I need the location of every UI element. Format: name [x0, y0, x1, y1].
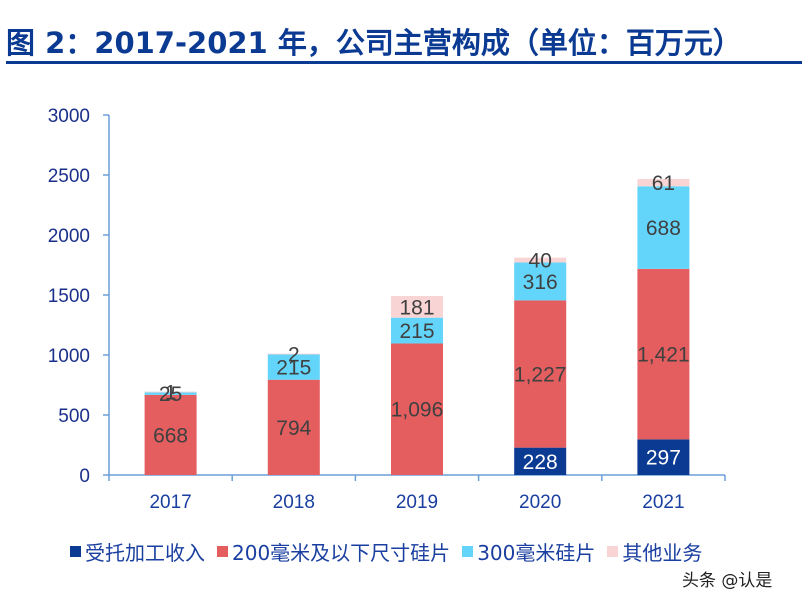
bar-segment: [637, 268, 690, 440]
y-tick-label: 500: [58, 406, 90, 427]
x-category-label: 2020: [519, 492, 561, 513]
bar-segment: [391, 317, 443, 344]
bar-segment: [637, 178, 690, 187]
legend-label-wafer200: 200毫米及以下尺寸硅片: [232, 541, 451, 565]
data-label: 215: [276, 356, 311, 379]
x-category-label: 2017: [149, 492, 191, 513]
x-category-label: 2019: [396, 492, 438, 513]
bar-segment: [391, 343, 443, 475]
data-label: 1,421: [637, 344, 690, 367]
bar-segment: [267, 353, 320, 355]
bar-segment: [514, 262, 567, 301]
data-label: 228: [523, 451, 558, 474]
legend-item-wafer300: 300毫米硅片: [462, 537, 595, 566]
x-category-label: 2021: [642, 492, 684, 513]
legend-item-wafer200: 200毫米及以下尺寸硅片: [217, 537, 450, 566]
data-label: 297: [646, 447, 681, 470]
x-category-label: 2018: [273, 492, 315, 513]
legend-swatch-wafer300: [462, 546, 474, 557]
legend-swatch-other: [607, 546, 619, 557]
data-label: 1: [165, 381, 177, 404]
y-tick-label: 3000: [48, 106, 90, 127]
bar-segment: [514, 257, 567, 263]
bar-segment: [267, 353, 320, 380]
legend-swatch-wafer200: [217, 546, 228, 557]
watermark: 头条 @认是: [682, 571, 773, 591]
data-label: 1,227: [514, 364, 567, 387]
data-label: 25: [159, 383, 182, 406]
y-tick-label: 1500: [48, 286, 90, 307]
data-label: 215: [399, 320, 434, 343]
bar-segment: [144, 391, 197, 395]
bar-segment: [267, 379, 320, 475]
legend-label-wafer300: 300毫米硅片: [477, 541, 596, 565]
data-label: 1,096: [391, 399, 444, 422]
data-label: 2: [288, 343, 300, 366]
legend-swatch-foundry: [70, 546, 81, 557]
data-label: 688: [646, 217, 681, 240]
data-label: 316: [523, 271, 558, 294]
data-label: 61: [652, 172, 675, 195]
y-tick-label: 1000: [48, 346, 90, 367]
stacked-bar-chart: 0 500 1000 1500 2000 2500 3000 2017 2018 2019 2020…: [48, 106, 726, 513]
legend-label-foundry: 受托加工收入: [85, 541, 205, 565]
data-label: 668: [153, 424, 188, 447]
y-tick-label: 0: [79, 466, 90, 487]
bar-segment: [391, 295, 443, 318]
data-label: 794: [276, 417, 311, 440]
legend-item-other: 其他业务: [607, 537, 702, 566]
bar-segment: [144, 394, 197, 475]
y-tick-label: 2000: [48, 226, 90, 247]
legend-item-foundry: 受托加工收入: [70, 537, 205, 566]
bar-segment: [514, 447, 567, 475]
bar-segment: [514, 300, 567, 448]
data-label: 40: [529, 250, 552, 273]
legend: 受托加工收入 200毫米及以下尺寸硅片 300毫米硅片 其他业务: [70, 537, 714, 566]
title-underline: [6, 61, 802, 64]
bar-segment: [637, 186, 690, 269]
chart-title: 图 2：2017-2021 年，公司主营构成（单位：百万元）: [6, 26, 742, 60]
data-label: 181: [399, 296, 434, 319]
bar-segment: [144, 391, 197, 393]
bar-segment: [637, 439, 690, 475]
y-tick-label: 2500: [48, 166, 90, 187]
legend-label-other: 其他业务: [622, 541, 703, 565]
